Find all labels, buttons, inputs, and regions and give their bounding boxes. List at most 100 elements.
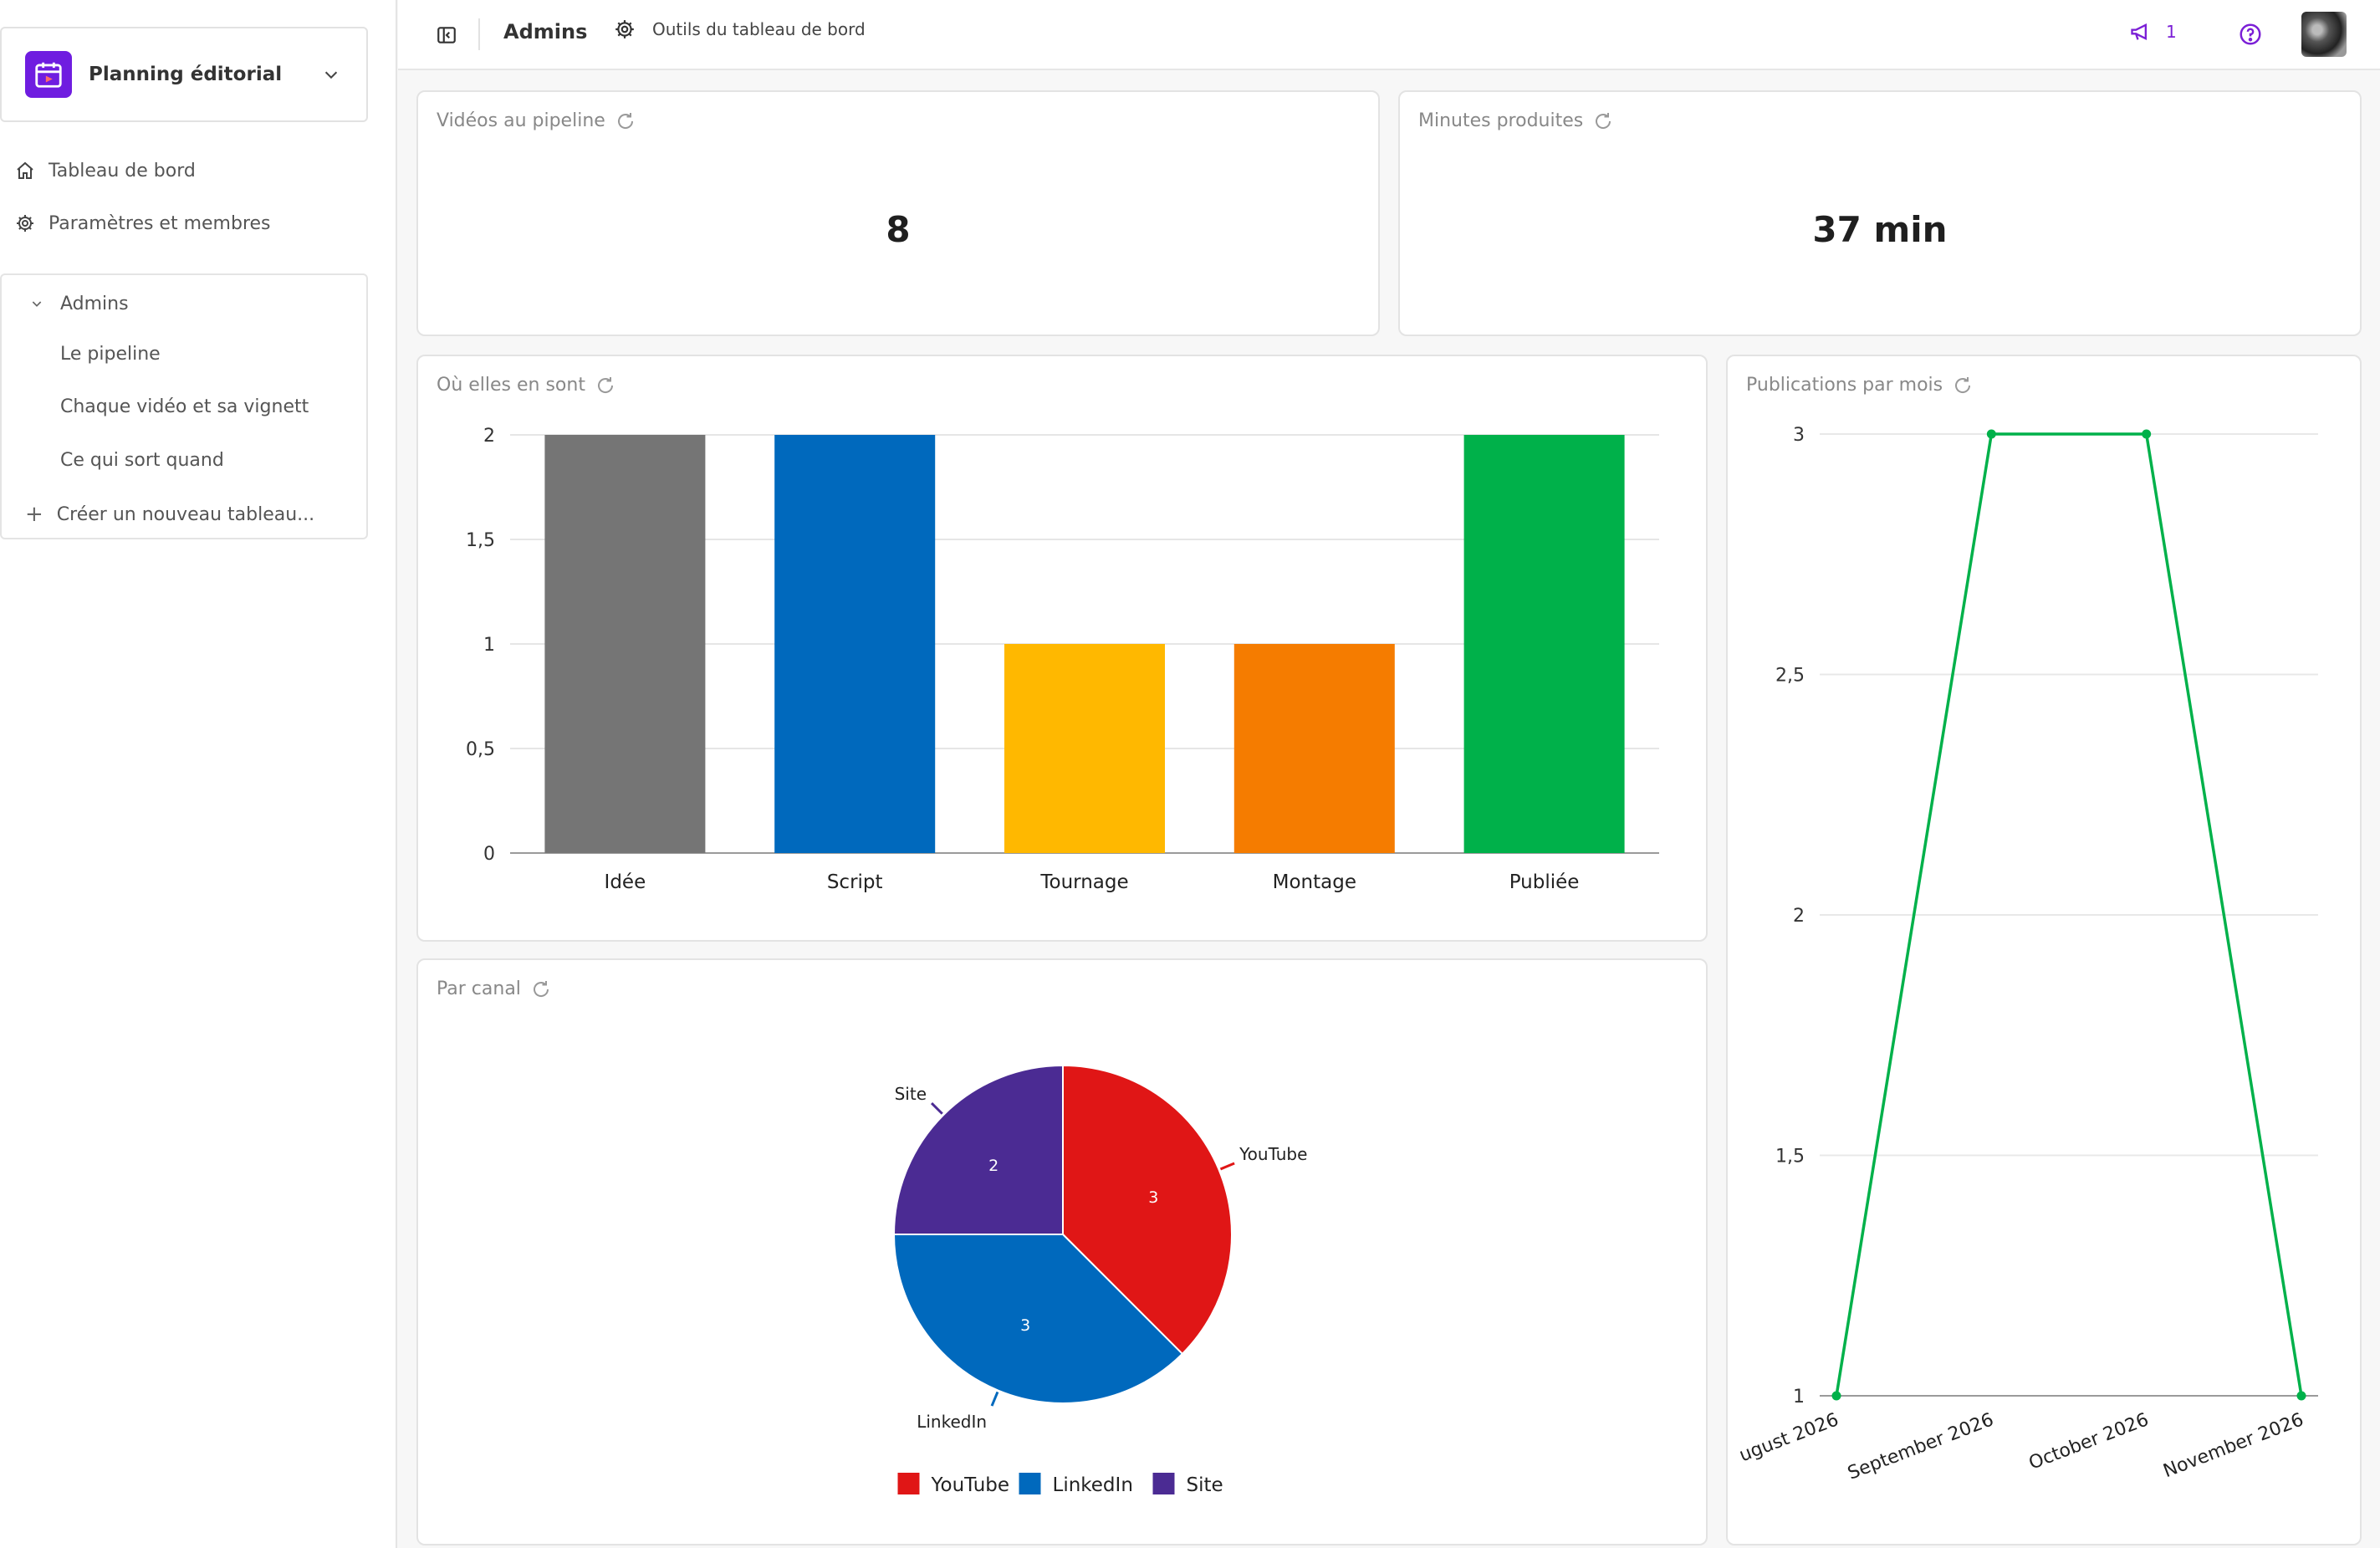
board-item-videos[interactable]: Chaque vidéo et sa vignett <box>60 396 309 417</box>
card-monthly-title: Publications par mois <box>1746 375 1943 396</box>
legend-item[interactable]: Site <box>1152 1473 1223 1496</box>
series-line <box>1835 432 2303 1397</box>
y-tick-label: 1,5 <box>466 530 495 551</box>
y-tick-label: 1,5 <box>1775 1147 1805 1167</box>
gear-icon <box>17 215 33 232</box>
board-group-label: Admins <box>60 293 129 314</box>
videos-count: 8 <box>886 209 911 250</box>
card-channel-chart: Par canal 3 YouTube 3 LinkedIn 2 Site YouTube L… <box>416 958 1708 1545</box>
legend-item[interactable]: LinkedIn <box>1019 1473 1133 1496</box>
legend-swatch <box>1019 1473 1041 1494</box>
nav-dashboard[interactable]: Tableau de bord <box>15 154 196 187</box>
bar[interactable] <box>1463 435 1625 853</box>
x-tick-label: November 2026 <box>2161 1409 2307 1482</box>
create-board-button[interactable]: + Créer un nouveau tableau... <box>25 498 314 531</box>
sidebar: Planning éditorial Tableau de bord Param… <box>0 0 397 1548</box>
calendar-icon <box>25 51 72 98</box>
x-tick-label: ugust 2026 <box>1737 1409 1842 1466</box>
card-title: Par canal <box>437 978 551 999</box>
y-tick-label: 2,5 <box>1775 666 1805 687</box>
slice-label: LinkedIn <box>917 1412 987 1432</box>
card-title: Minutes produites <box>1418 110 1613 131</box>
card-videos-title: Vidéos au pipeline <box>437 110 605 131</box>
board-list: Admins Le pipeline Chaque vidéo et sa vi… <box>0 273 368 539</box>
label-connector <box>990 1391 999 1407</box>
refresh-icon[interactable] <box>1953 376 1973 396</box>
x-tick-label: October 2026 <box>2026 1409 2152 1474</box>
page-title: Admins <box>503 20 588 43</box>
pie-slice[interactable] <box>892 1234 1184 1404</box>
workspace-name: Planning éditorial <box>89 64 283 85</box>
card-minutes-title: Minutes produites <box>1418 110 1584 131</box>
card-videos: Vidéos au pipeline 8 <box>416 90 1380 336</box>
x-tick-label: Tournage <box>1039 871 1128 893</box>
data-point[interactable] <box>2142 429 2152 439</box>
nav-settings[interactable]: Paramètres et membres <box>15 207 271 240</box>
legend-swatch <box>1152 1473 1175 1494</box>
bar[interactable] <box>1004 644 1165 853</box>
announcements-count: 1 <box>2166 22 2177 42</box>
dashboard-tools-button[interactable]: Outils du tableau de bord <box>614 18 866 40</box>
board-item-pipeline[interactable]: Le pipeline <box>60 343 161 365</box>
help-icon[interactable] <box>2238 22 2263 50</box>
card-minutes: Minutes produites 37 min <box>1398 90 2362 336</box>
x-tick-label: Publiée <box>1509 871 1580 893</box>
label-connector <box>1219 1162 1235 1171</box>
card-status-title: Où elles en sont <box>437 375 585 396</box>
line-chart: 1 1,5 2 2,5 3 ugust 2026 September 2026 October… <box>1737 425 2318 1484</box>
megaphone-icon <box>2131 23 2147 41</box>
data-point[interactable] <box>1831 1391 1841 1401</box>
refresh-icon[interactable] <box>615 111 636 131</box>
collapse-sidebar-icon[interactable] <box>432 20 462 50</box>
chevron-down-icon <box>32 301 42 307</box>
topbar: Admins Outils du tableau de bord 1 <box>398 0 2380 70</box>
y-tick-label: 2 <box>1793 906 1805 927</box>
refresh-icon[interactable] <box>595 376 615 396</box>
pie-slice[interactable] <box>892 1064 1064 1235</box>
y-tick-label: 0,5 <box>466 739 495 760</box>
legend-label: Site <box>1187 1474 1223 1496</box>
plus-icon: + <box>25 502 43 527</box>
bar[interactable] <box>544 435 706 853</box>
legend-item[interactable]: YouTube <box>897 1473 1010 1496</box>
pie-chart: 3 YouTube 3 LinkedIn 2 Site YouTube LinkedIn Sit… <box>892 1064 1307 1496</box>
card-title: Publications par mois <box>1746 375 1973 396</box>
chevron-down-icon[interactable] <box>319 63 343 86</box>
pie-slice[interactable] <box>1062 1064 1233 1356</box>
y-tick-label: 3 <box>1793 425 1805 446</box>
board-group-admins[interactable]: Admins <box>30 287 129 320</box>
x-tick-label: Script <box>827 871 883 893</box>
announcements-button[interactable]: 1 <box>2129 20 2177 43</box>
y-tick-label: 1 <box>1793 1387 1805 1408</box>
slice-label: Site <box>895 1084 927 1104</box>
workspace-switcher[interactable]: Planning éditorial <box>0 27 368 122</box>
nav-settings-label: Paramètres et membres <box>49 212 271 234</box>
slice-value-label: 3 <box>1020 1316 1030 1335</box>
minutes-value: 37 min <box>1812 209 1948 250</box>
gear-icon <box>615 20 634 38</box>
card-status-chart: Où elles en sont 0 0,5 1 1,5 2 Idée Script Tour… <box>416 355 1708 942</box>
nav-dashboard-label: Tableau de bord <box>49 160 196 181</box>
dashboard-tools-label: Outils du tableau de bord <box>652 19 866 39</box>
bar[interactable] <box>774 435 936 853</box>
refresh-icon[interactable] <box>531 979 551 999</box>
y-tick-label: 2 <box>483 426 495 447</box>
card-monthly-chart: Publications par mois 1 1,5 2 2,5 3 ugust 202… <box>1726 355 2362 1545</box>
y-tick-label: 1 <box>483 635 495 656</box>
bar[interactable] <box>1233 644 1395 853</box>
slice-value-label: 3 <box>1148 1188 1158 1207</box>
x-tick-label: Idée <box>605 871 646 893</box>
board-item-schedule[interactable]: Ce qui sort quand <box>60 449 224 471</box>
create-board-label: Créer un nouveau tableau... <box>56 503 315 525</box>
card-title: Où elles en sont <box>437 375 615 396</box>
legend-label: YouTube <box>931 1474 1010 1496</box>
card-title: Vidéos au pipeline <box>437 110 636 131</box>
data-point[interactable] <box>1986 429 1996 439</box>
label-connector <box>930 1101 943 1115</box>
data-point[interactable] <box>2296 1391 2306 1401</box>
avatar[interactable] <box>2301 12 2347 57</box>
divider <box>478 18 480 50</box>
legend-label: LinkedIn <box>1053 1474 1133 1496</box>
slice-value-label: 2 <box>988 1157 998 1175</box>
refresh-icon[interactable] <box>1593 111 1613 131</box>
